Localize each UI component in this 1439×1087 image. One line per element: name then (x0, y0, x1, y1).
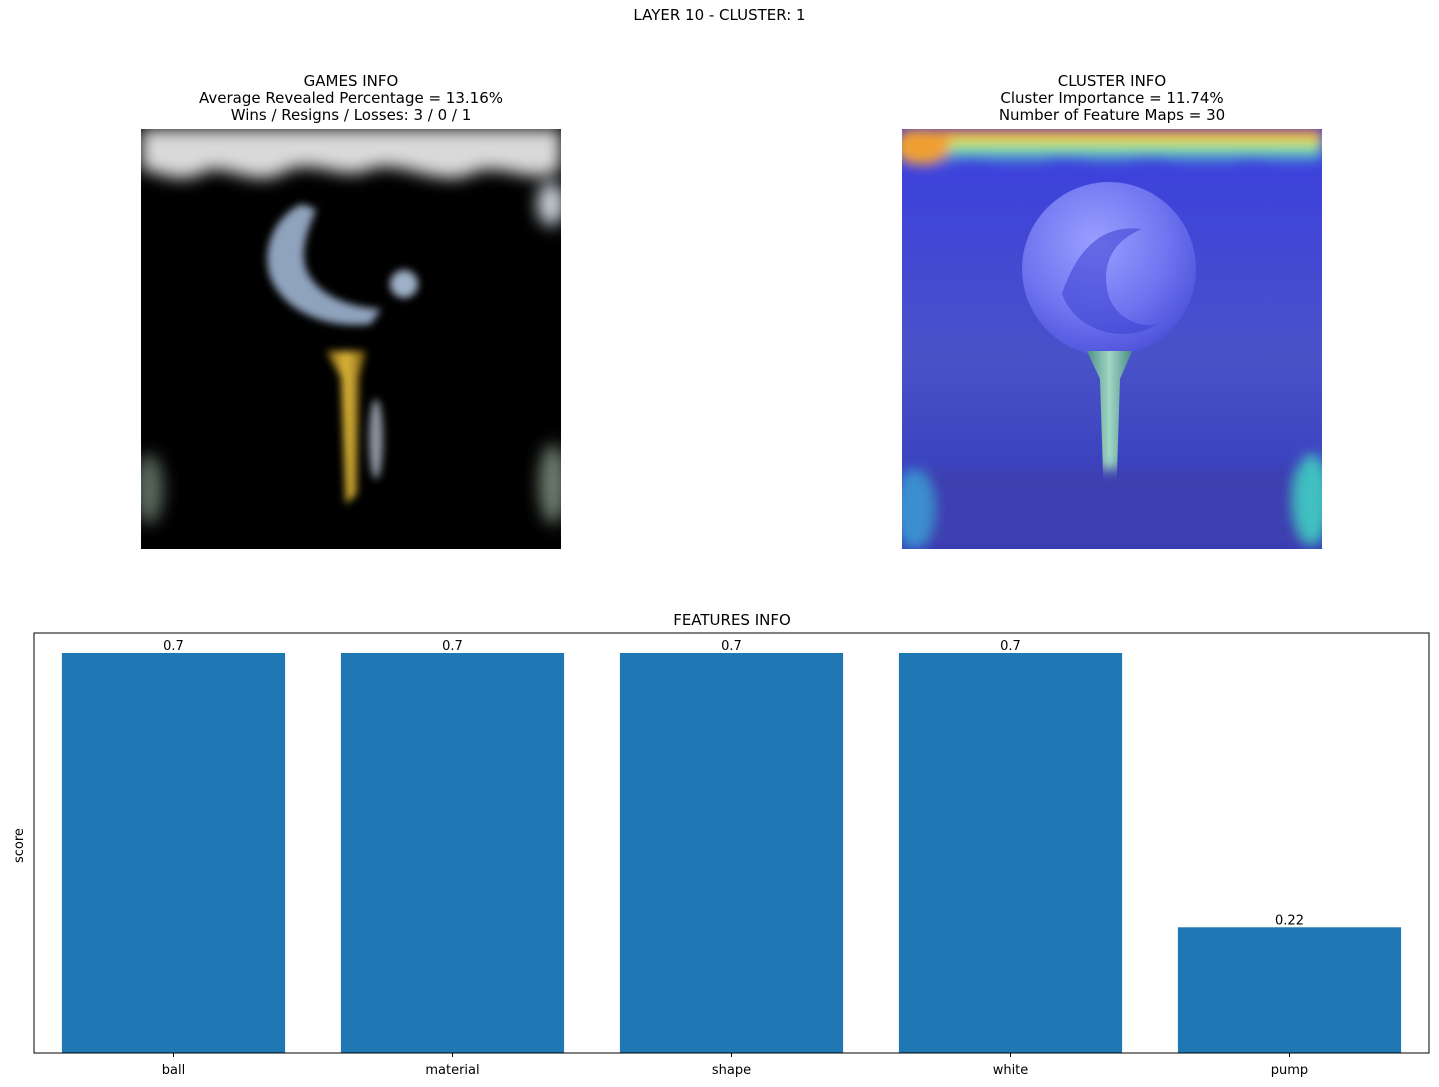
cluster-info-title-block: CLUSTER INFO Cluster Importance = 11.74%… (902, 73, 1322, 124)
wins-resigns-losses-text: Wins / Resigns / Losses: 3 / 0 / 1 (230, 106, 472, 124)
figure-title: LAYER 10 - CLUSTER: 1 (633, 6, 806, 24)
cluster-info-heading: CLUSTER INFO (1057, 72, 1167, 90)
x-tick-label-material: material (425, 1063, 479, 1078)
bar-material (340, 653, 565, 1053)
bar-value-label-shape: 0.7 (721, 639, 742, 654)
bar-shape (619, 653, 844, 1053)
chart-title: FEATURES INFO (673, 611, 791, 629)
x-tick-label-white: white (993, 1063, 1029, 1078)
bar-value-label-ball: 0.7 (163, 639, 184, 654)
x-tick-label-ball: ball (162, 1063, 185, 1078)
feature-maps-count-text: Number of Feature Maps = 30 (998, 106, 1226, 124)
bar-value-label-pump: 0.22 (1275, 913, 1304, 928)
bar-value-label-material: 0.7 (442, 639, 463, 654)
bar-white (898, 653, 1123, 1053)
heatmap-top-hotspot (902, 129, 1322, 170)
bar-value-label-white: 0.7 (1000, 639, 1021, 654)
revealed-ball-region (267, 204, 418, 325)
plot-frame (33, 632, 1430, 1054)
golf-tee-shape (1087, 351, 1132, 504)
games-info-heading: GAMES INFO (303, 72, 399, 90)
y-axis-label: score (12, 828, 27, 863)
revealed-percentage-text: Average Revealed Percentage = 13.16% (198, 89, 503, 107)
x-tick-label-shape: shape (712, 1063, 751, 1078)
revealed-image (141, 129, 561, 549)
golf-ball-shape (1022, 182, 1196, 356)
games-info-title-block: GAMES INFO Average Revealed Percentage =… (141, 73, 561, 124)
cluster-importance-text: Cluster Importance = 11.74% (1000, 89, 1224, 107)
bar-ball (61, 653, 286, 1053)
bar-pump (1177, 927, 1402, 1053)
revealed-tee-region (326, 351, 383, 504)
revealed-grass-region (141, 444, 561, 524)
cluster-heatmap-image (902, 129, 1322, 549)
revealed-sky-region (141, 129, 561, 226)
x-tick-label-pump: pump (1271, 1063, 1308, 1078)
grass-ground-region (902, 454, 1322, 549)
